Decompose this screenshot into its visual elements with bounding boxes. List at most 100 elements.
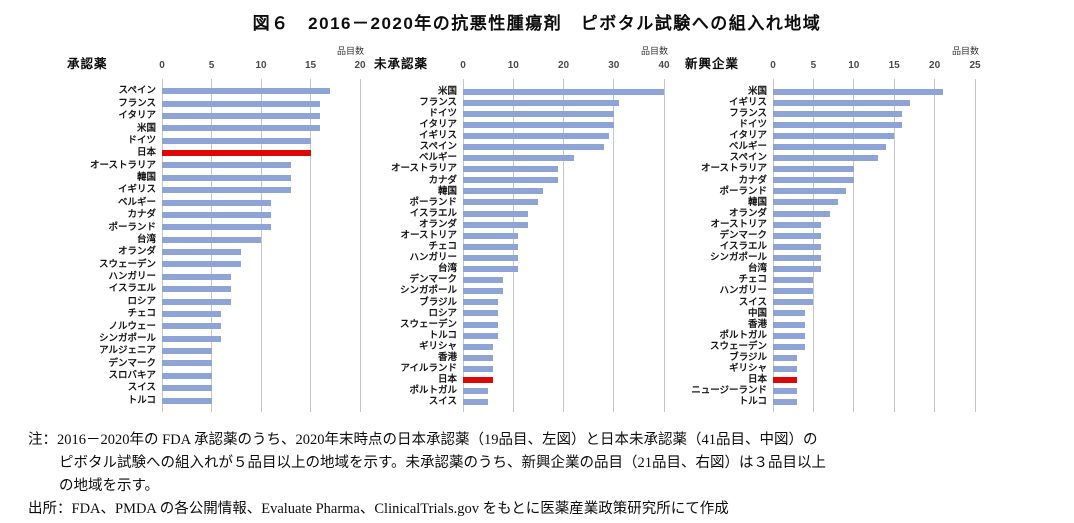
bar-row: アルジェニア bbox=[65, 345, 370, 357]
tick-label: 20 bbox=[557, 60, 570, 71]
bar-row: オランダ bbox=[683, 208, 980, 219]
tick-label: 25 bbox=[969, 60, 981, 71]
bar-row: ドイツ bbox=[372, 108, 672, 119]
bar-track bbox=[773, 365, 975, 372]
country-label: 台湾 bbox=[437, 263, 457, 275]
bar bbox=[162, 286, 232, 293]
country-label: ニュージーランド bbox=[691, 385, 767, 397]
chart-panel-emerging: 新興企業 品目数 0 5 10 15 20 25 米国 イギリス フランス ドイツ イタリア ベルギー スペ… bbox=[683, 41, 981, 415]
bar-track bbox=[162, 211, 360, 218]
country-label: デンマーク bbox=[719, 230, 767, 242]
bar-track bbox=[773, 155, 975, 162]
bar bbox=[773, 144, 887, 151]
bar bbox=[463, 277, 504, 284]
country-label: シンガポール bbox=[98, 332, 156, 344]
gridline bbox=[211, 79, 212, 412]
bar-row: オーストラリア bbox=[683, 164, 980, 175]
bar-row: フランス bbox=[372, 97, 672, 108]
bar-track bbox=[773, 243, 975, 250]
bar-row: ベルギー bbox=[372, 153, 672, 164]
bar-track bbox=[162, 150, 360, 157]
bar bbox=[773, 177, 854, 184]
country-label: チェコ bbox=[428, 241, 457, 253]
bar-row: ポーランド bbox=[683, 186, 980, 197]
bar-row: スロバキア bbox=[65, 370, 370, 382]
bar-row: フランス bbox=[683, 108, 980, 119]
country-label: ポーランド bbox=[409, 196, 457, 208]
bar-rows: 米国 イギリス フランス ドイツ イタリア ベルギー スペイン オーストラリア カナダ ポーランド… bbox=[683, 86, 980, 408]
gridline bbox=[663, 79, 665, 412]
tick-label: 40 bbox=[658, 60, 670, 71]
bar bbox=[463, 99, 619, 106]
bar-row: シンガポール bbox=[372, 286, 672, 297]
bar bbox=[162, 199, 271, 206]
panel-title: 新興企業 bbox=[685, 57, 740, 71]
bar-row: ベルギー bbox=[65, 196, 370, 208]
bar-track bbox=[463, 277, 664, 284]
bar-track bbox=[463, 188, 664, 195]
bar-track bbox=[463, 310, 664, 317]
bar bbox=[773, 166, 854, 173]
bar-track bbox=[162, 385, 360, 392]
bar-track bbox=[463, 399, 664, 406]
bar bbox=[162, 273, 232, 280]
country-label: フランス bbox=[118, 97, 156, 109]
country-label: ハンガリー bbox=[108, 271, 156, 283]
bar-row: 香港 bbox=[683, 319, 980, 330]
country-label: イスラエル bbox=[108, 283, 156, 295]
country-label: スイス bbox=[428, 396, 457, 408]
bar-track bbox=[773, 99, 975, 106]
bar bbox=[162, 211, 271, 218]
bar-track bbox=[773, 188, 975, 195]
bar-row: イタリア bbox=[372, 119, 672, 130]
bar bbox=[773, 99, 911, 106]
bar-track bbox=[773, 210, 975, 217]
bar bbox=[773, 221, 822, 228]
gridline bbox=[260, 79, 262, 412]
bar-track bbox=[463, 155, 664, 162]
note-line: 注：2016－2020年の FDA 承認薬のうち、2020年末時点の日本承認薬（… bbox=[28, 432, 818, 448]
country-label: オランダ bbox=[418, 218, 457, 230]
bar bbox=[463, 221, 529, 228]
country-label: オランダ bbox=[728, 207, 767, 219]
bar-row: カナダ bbox=[683, 175, 980, 186]
bar-track bbox=[162, 273, 360, 280]
bar bbox=[162, 187, 291, 194]
bar bbox=[463, 132, 609, 139]
bar bbox=[463, 199, 539, 206]
gridline bbox=[563, 79, 564, 412]
bar bbox=[773, 155, 879, 162]
bar-row: カナダ bbox=[372, 175, 672, 186]
bar-row: ギリシャ bbox=[372, 341, 672, 352]
gridline bbox=[161, 79, 163, 412]
bar bbox=[463, 243, 519, 250]
tick-label: 20 bbox=[929, 60, 941, 71]
country-label: 台湾 bbox=[747, 263, 767, 275]
bar-rows: 米国 フランス ドイツ イタリア イギリス スペイン ベルギー オーストラリア カナダ 韓国 ポーラ… bbox=[372, 86, 672, 408]
gridline bbox=[613, 79, 615, 412]
bar-track bbox=[162, 125, 360, 132]
bar-track bbox=[773, 376, 975, 383]
bar-row: 中国 bbox=[683, 308, 980, 319]
bar-row: シンガポール bbox=[683, 252, 980, 263]
country-label: スペイン bbox=[419, 141, 457, 153]
bar-track bbox=[463, 132, 664, 139]
bar-track bbox=[162, 261, 360, 268]
bar-track bbox=[162, 187, 360, 194]
bar bbox=[463, 144, 604, 151]
bar bbox=[773, 288, 814, 295]
bar-row: オーストリア bbox=[372, 230, 672, 241]
bar-track bbox=[463, 144, 664, 151]
bar bbox=[773, 299, 814, 306]
bar bbox=[162, 162, 291, 169]
bar-row: ハンガリー bbox=[683, 286, 980, 297]
country-label: ロシア bbox=[127, 295, 156, 307]
bar bbox=[162, 335, 222, 342]
bar-row: ポルトガル bbox=[372, 386, 672, 397]
tick-label: 5 bbox=[810, 60, 817, 71]
axis-unit-label: 品目数 bbox=[336, 46, 364, 56]
bar-track bbox=[463, 354, 664, 361]
bar-track bbox=[773, 343, 975, 350]
country-label: チェコ bbox=[127, 308, 156, 320]
bar bbox=[463, 88, 664, 95]
